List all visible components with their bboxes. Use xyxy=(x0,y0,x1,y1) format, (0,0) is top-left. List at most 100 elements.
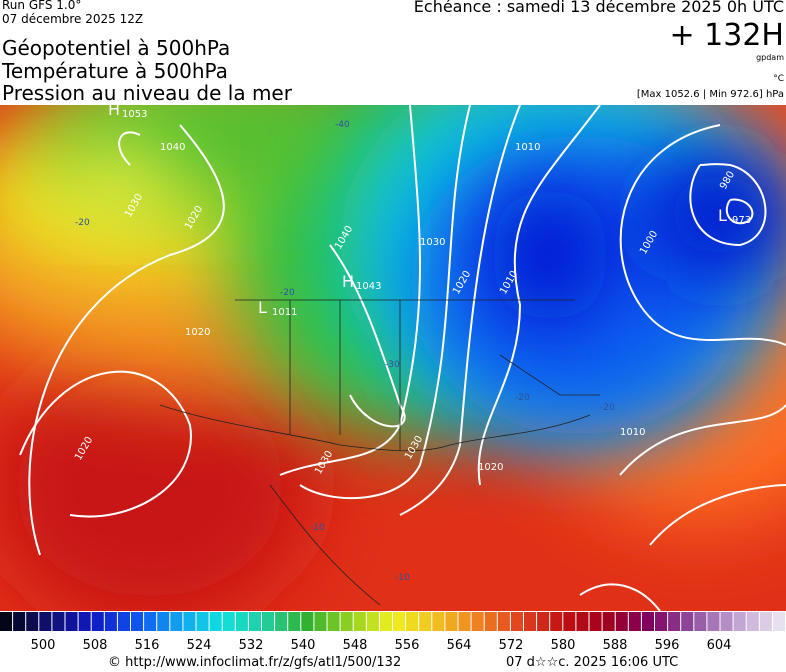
colorbar-swatch xyxy=(314,612,327,631)
colorbar-swatch xyxy=(183,612,196,631)
isotherm-label: -30 xyxy=(385,360,400,370)
colorbar-swatch xyxy=(288,612,301,631)
colorbar-swatch xyxy=(39,612,52,631)
run-label: Run GFS 1.0° xyxy=(2,0,82,12)
isotherm-label: -20 xyxy=(75,218,90,228)
isotherm-label: -10 xyxy=(395,573,410,583)
colorbar-swatch xyxy=(13,612,26,631)
colorbar-swatch xyxy=(445,612,458,631)
colorbar-swatch xyxy=(262,612,275,631)
isotherm-label: -20 xyxy=(515,393,530,403)
colorbar-swatch xyxy=(196,612,209,631)
colorbar-swatch xyxy=(301,612,314,631)
colorbar-swatch xyxy=(78,612,91,631)
colorbar-swatch xyxy=(248,612,261,631)
colorbar-swatch xyxy=(458,612,471,631)
colorbar-swatch xyxy=(131,612,144,631)
unit-gpdam: gpdam xyxy=(756,53,784,62)
colorbar-swatch xyxy=(340,612,353,631)
colorbar-swatch xyxy=(550,612,563,631)
isotherm-label: -40 xyxy=(335,120,350,130)
borders xyxy=(159,299,600,606)
colorbar-swatch xyxy=(379,612,392,631)
colorbar-label: 588 xyxy=(603,638,628,653)
colorbar-label: 564 xyxy=(447,638,472,653)
colorbar-swatch xyxy=(720,612,733,631)
title-line: Pression au niveau de la mer xyxy=(2,81,292,105)
title-line: Géopotentiel à 500hPa xyxy=(2,36,231,60)
colorbar-swatch xyxy=(510,612,523,631)
lead-time: + 132H xyxy=(669,18,785,53)
pressure-center-value: 1053 xyxy=(122,109,147,120)
colorbar-swatch xyxy=(707,612,720,631)
colorbar-label: 596 xyxy=(655,638,680,653)
isotherm-label: -10 xyxy=(310,523,325,533)
colorbar-swatch xyxy=(641,612,654,631)
isobars xyxy=(19,105,786,611)
colorbar-swatch xyxy=(170,612,183,631)
pressure-range: [Max 1052.6 | Min 972.6] hPa xyxy=(636,89,784,100)
colorbar-swatch xyxy=(471,612,484,631)
colorbar-swatch xyxy=(432,612,445,631)
pressure-center-letter: L xyxy=(258,298,267,317)
isobar-label: 1030 xyxy=(420,237,445,248)
colorbar-swatch xyxy=(327,612,340,631)
isobar-label: 1010 xyxy=(515,142,540,153)
colorbar-swatch xyxy=(104,612,117,631)
pressure-center-letter: H xyxy=(108,105,120,119)
colorbar-swatch xyxy=(144,612,157,631)
colorbar-swatch xyxy=(628,612,641,631)
colorbar-swatch xyxy=(681,612,694,631)
colorbar: 500 508 516 524 532 540 548 556 564 572 580 588 596 6… xyxy=(0,612,785,653)
colorbar-label: 556 xyxy=(395,638,420,653)
colorbar-swatch xyxy=(668,612,681,631)
colorbar-swatch xyxy=(235,612,248,631)
colorbar-swatch xyxy=(366,612,379,631)
temperature-field xyxy=(0,105,786,611)
colorbar-label: 580 xyxy=(551,638,576,653)
colorbar-swatch xyxy=(615,612,628,631)
colorbar-swatch xyxy=(733,612,746,631)
colorbar-swatch xyxy=(602,612,615,631)
colorbar-swatch xyxy=(746,612,759,631)
colorbar-swatch xyxy=(157,612,170,631)
colorbar-swatch xyxy=(759,612,772,631)
colorbar-label: 516 xyxy=(135,638,160,653)
colorbar-swatch xyxy=(497,612,510,631)
colorbar-swatch xyxy=(484,612,497,631)
colorbar-swatch xyxy=(537,612,550,631)
isobar-label: 1020 xyxy=(185,327,210,338)
colorbar-swatch xyxy=(117,612,130,631)
colorbar-label: 540 xyxy=(291,638,316,653)
colorbar-swatch xyxy=(524,612,537,631)
colorbar-swatch xyxy=(772,612,785,631)
pressure-center-value: 1011 xyxy=(272,307,297,318)
colorbar-swatch xyxy=(91,612,104,631)
colorbar-swatch xyxy=(26,612,39,631)
colorbar-label: 500 xyxy=(31,638,56,653)
colorbar-swatch xyxy=(589,612,602,631)
colorbar-swatch xyxy=(393,612,406,631)
colorbar-swatch xyxy=(275,612,288,631)
colorbar-swatch xyxy=(655,612,668,631)
colorbar-label: 508 xyxy=(83,638,108,653)
isotherm-label: -20 xyxy=(280,288,295,298)
colorbar-label: 548 xyxy=(343,638,368,653)
isobar-label: 1040 xyxy=(160,142,185,153)
colorbar-swatch xyxy=(222,612,235,631)
pressure-center-letter: L xyxy=(718,206,727,225)
colorbar-label: 604 xyxy=(707,638,732,653)
isobar-label: 1020 xyxy=(478,462,503,473)
isotherm-label: -20 xyxy=(600,403,615,413)
colorbar-swatch xyxy=(65,612,78,631)
colorbar-swatch xyxy=(419,612,432,631)
colorbar-label: 572 xyxy=(499,638,524,653)
unit-celsius: °C xyxy=(773,74,784,84)
pressure-center-value: 1043 xyxy=(356,281,381,292)
valid-time: Echéance : samedi 13 décembre 2025 0h UT… xyxy=(413,0,784,16)
title-line: Température à 500hPa xyxy=(2,59,228,83)
pressure-center-value: 973 xyxy=(732,215,751,226)
colorbar-swatch xyxy=(406,612,419,631)
